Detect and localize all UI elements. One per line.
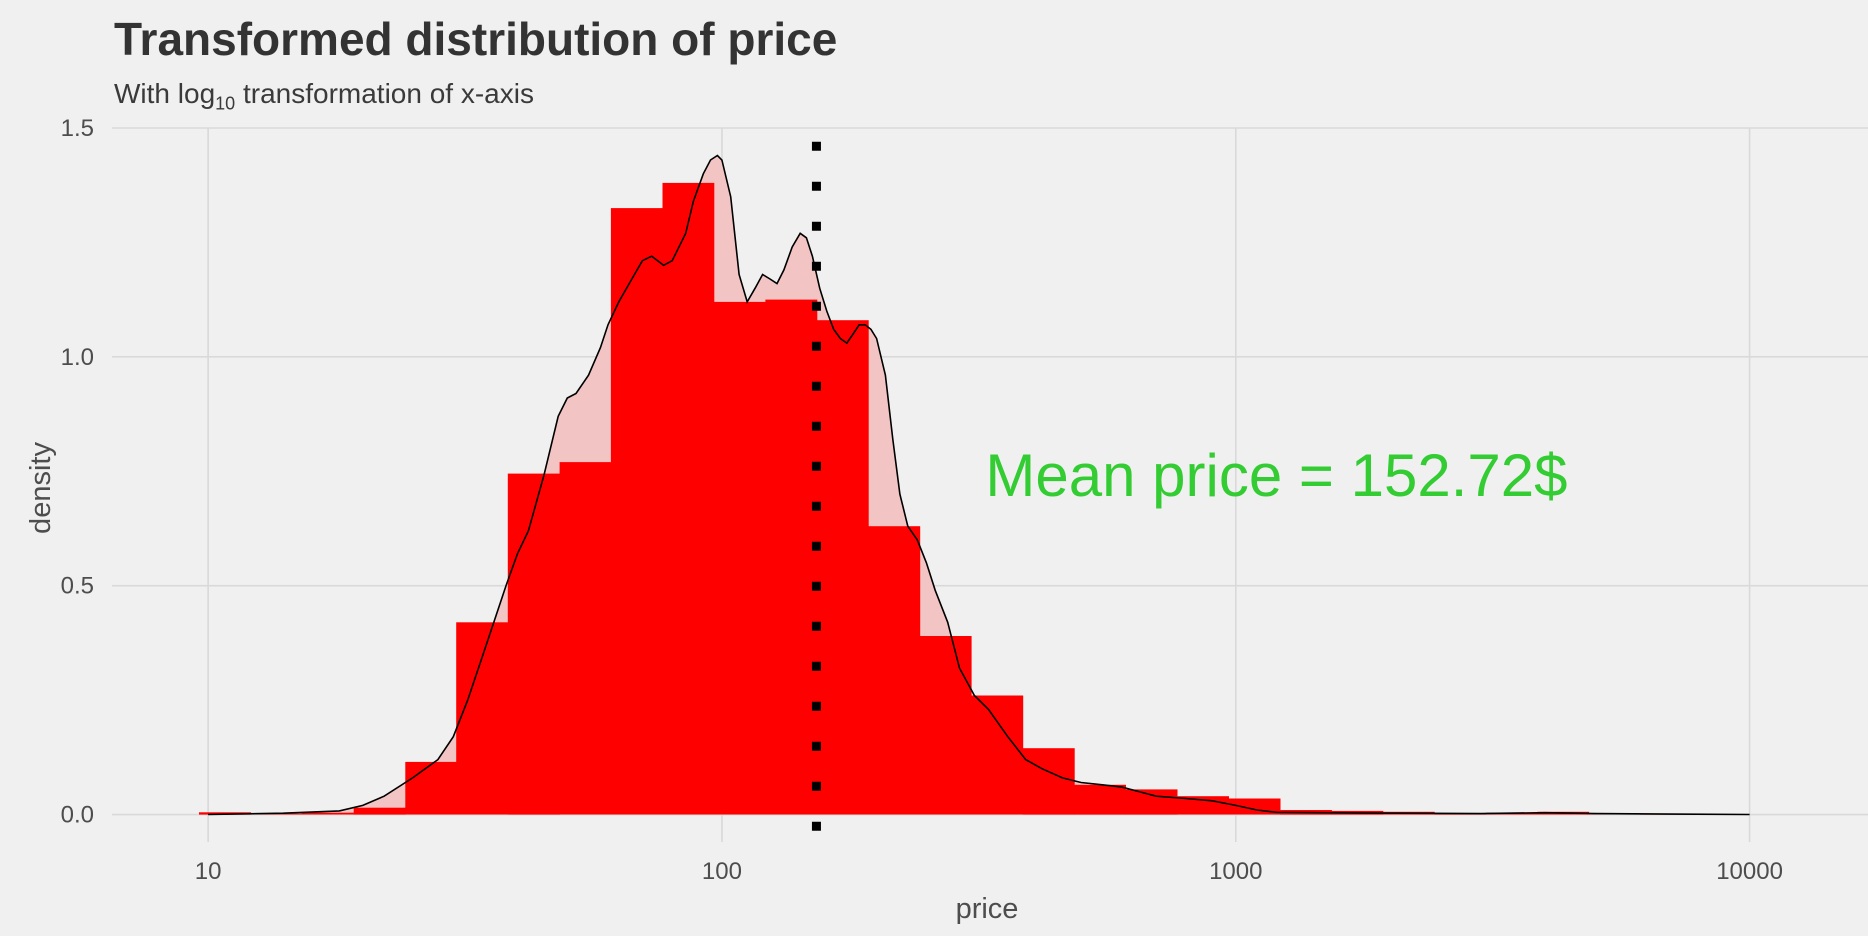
- y-tick-label: 1.5: [61, 115, 94, 142]
- x-axis-title: price: [956, 893, 1019, 925]
- mean-price-annotation: Mean price = 152.72$: [985, 442, 1567, 509]
- x-tick-label: 10: [195, 858, 222, 885]
- histogram-bars: [199, 182, 1744, 815]
- y-axis-title: density: [25, 442, 57, 534]
- subtitle-subscript: 10: [215, 93, 236, 114]
- histogram-bar: [559, 462, 612, 815]
- x-axis-ticks: 10 100 1000 10000: [195, 858, 1783, 885]
- histogram-bar: [405, 761, 457, 815]
- histogram-bar: [1022, 748, 1075, 815]
- histogram-bar: [765, 299, 818, 815]
- histogram-bar: [610, 208, 663, 815]
- chart-title: Transformed distribution of price: [114, 13, 838, 65]
- histogram-bar: [1125, 789, 1178, 815]
- histogram-bar: [919, 636, 972, 815]
- y-axis-ticks: 0.0 0.5 1.0 1.5: [61, 115, 94, 829]
- histogram-bar: [301, 812, 355, 815]
- x-tick-label: 10000: [1716, 858, 1783, 885]
- density-line: [208, 154, 1750, 816]
- histogram-bar: [507, 473, 561, 815]
- histogram-bar: [662, 182, 715, 815]
- density-line-layer: [208, 154, 1750, 816]
- chart-subtitle: With log10 transformation of x-axis: [114, 78, 534, 115]
- histogram-bar: [456, 622, 509, 815]
- y-tick-label: 1.0: [61, 344, 94, 371]
- x-tick-label: 1000: [1209, 858, 1262, 885]
- histogram-bar: [971, 695, 1024, 815]
- histogram-bar: [868, 526, 921, 815]
- x-tick-label: 100: [702, 858, 742, 885]
- histogram-bar: [713, 301, 766, 815]
- subtitle-suffix: transformation of x-axis: [235, 78, 534, 109]
- y-tick-label: 0.0: [61, 802, 94, 829]
- histogram-bar: [353, 807, 406, 815]
- y-tick-label: 0.5: [61, 573, 94, 600]
- subtitle-prefix: With log: [114, 78, 216, 109]
- histogram-bar: [1074, 784, 1126, 815]
- histogram-bar: [816, 320, 869, 815]
